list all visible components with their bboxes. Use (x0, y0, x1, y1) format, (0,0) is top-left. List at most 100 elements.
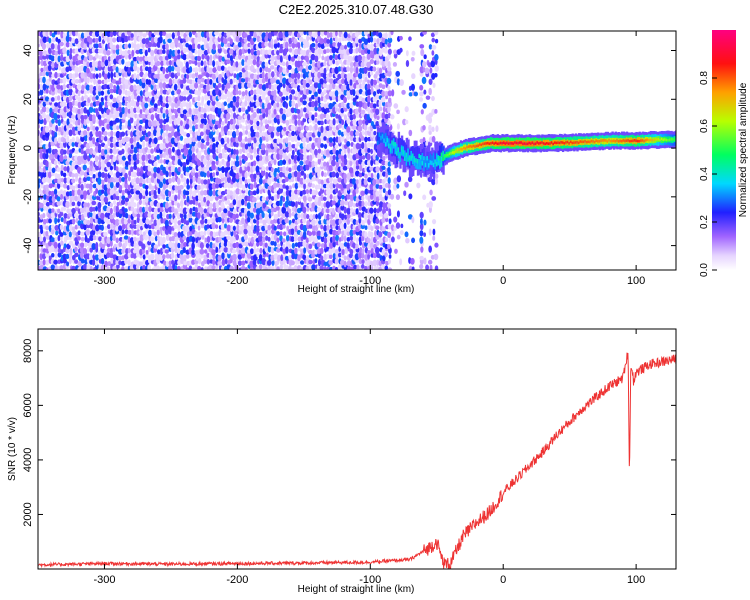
noise-cell (49, 153, 53, 161)
noise-cell (48, 183, 53, 189)
noise-cell (150, 154, 155, 160)
noise-cell (208, 189, 213, 197)
noise-cell (238, 194, 243, 201)
noise-cell (252, 111, 257, 118)
noise-cell (243, 228, 248, 235)
noise-cell (147, 212, 152, 218)
noise-cell (151, 96, 155, 104)
noise-cell (139, 130, 143, 138)
noise-cell (194, 49, 198, 55)
noise-cell (109, 214, 115, 220)
noise-cell (384, 252, 388, 258)
noise-cell (370, 43, 374, 51)
noise-cell (65, 41, 70, 48)
noise-cell (129, 149, 134, 154)
noise-cell (92, 212, 97, 220)
noise-cell (177, 54, 181, 60)
noise-cell (115, 171, 121, 178)
noise-cell (121, 265, 125, 270)
noise-cell (323, 136, 327, 141)
noise-cell (98, 35, 102, 43)
noise-cell (217, 190, 222, 196)
noise-cell (48, 218, 52, 224)
noise-cell (270, 147, 275, 153)
noise-cell (89, 102, 94, 108)
noise-cell (194, 82, 199, 89)
noise-cell (115, 70, 120, 78)
noise-cell (110, 102, 114, 109)
noise-cell (238, 77, 243, 84)
noise-cell (177, 220, 182, 226)
noise-cell (139, 177, 143, 184)
noise-cell (48, 240, 52, 247)
noise-cell (86, 130, 90, 138)
noise-cell (156, 249, 161, 255)
noise-cell (74, 79, 80, 84)
noise-cell (229, 38, 233, 45)
noise-cell (80, 107, 84, 114)
noise-cell (197, 225, 201, 231)
noise-cell (153, 208, 159, 215)
noise-cell (331, 235, 336, 243)
noise-cell (138, 230, 143, 235)
noise-cell (145, 250, 149, 255)
noise-cell (235, 129, 240, 136)
noise-cell (133, 165, 138, 171)
noise-cell (201, 53, 205, 60)
noise-cell (124, 50, 128, 56)
noise-cell (66, 135, 70, 143)
noise-cell (346, 218, 351, 225)
noise-cell (276, 173, 280, 180)
noise-cell (176, 136, 181, 141)
noise-cell (60, 207, 64, 213)
noise-cell (319, 247, 324, 255)
noise-cell (250, 59, 253, 65)
noise-cell (103, 196, 109, 203)
noise-cell (82, 158, 88, 165)
noise-cell (317, 96, 321, 104)
noise-cell (82, 248, 88, 255)
noise-cell (138, 192, 143, 200)
noise-cell (250, 54, 255, 60)
noise-cell (242, 129, 246, 136)
noise-cell (168, 264, 173, 270)
noise-cell (145, 31, 149, 36)
noise-cell (273, 39, 278, 44)
noise-cell (261, 258, 267, 266)
noise-cell (346, 117, 351, 125)
noise-cell (98, 31, 103, 36)
noise-cell (103, 79, 108, 85)
noise-cell (235, 172, 240, 180)
noise-cell (47, 171, 52, 179)
noise-cell (192, 176, 196, 183)
noise-cell (71, 173, 76, 178)
noise-cell (253, 242, 257, 250)
noise-cell (39, 115, 43, 121)
noise-cell (240, 77, 246, 83)
noise-cell (185, 61, 189, 69)
noise-cell (122, 83, 126, 91)
noise-cell (191, 42, 196, 50)
noise-cell (290, 89, 296, 95)
noise-cell (273, 188, 277, 194)
noise-cell (270, 211, 274, 217)
noise-cell (387, 85, 391, 91)
noise-cell (264, 62, 269, 68)
noise-cell (112, 31, 117, 37)
noise-cell (211, 73, 217, 80)
noise-cell (147, 164, 151, 172)
noise-cell (98, 254, 102, 260)
noise-cell (220, 173, 225, 179)
noise-cell (173, 108, 178, 114)
noise-cell (47, 64, 52, 72)
noise-cell (241, 139, 246, 144)
noise-cell (245, 70, 249, 78)
noise-cell (83, 114, 88, 120)
noise-cell (80, 32, 85, 39)
noise-cell (118, 176, 122, 183)
noise-cell (83, 56, 88, 62)
noise-cell (239, 189, 243, 195)
noise-cell (299, 31, 304, 36)
noise-cell (153, 171, 157, 179)
noise-cell (238, 107, 242, 113)
